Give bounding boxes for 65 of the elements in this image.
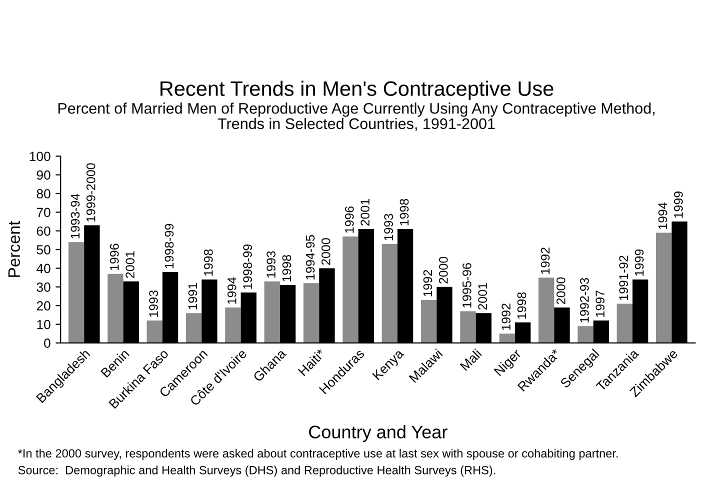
annotation: 1998: [517, 292, 526, 319]
annotation: 1992: [423, 270, 432, 296]
text: *In the 2000 survey, respondents were asked about contraceptive use at last sex with spouse or cohabiting partner.: [18, 448, 618, 460]
chart-subtitle: Percent of Married Men of Reproductive Age Currently Using Any Contraceptive Method, Trends in Selected Countries, 1991-2001: [58, 102, 654, 131]
annotation: 1999: [674, 192, 683, 218]
y-tick-label: 70: [36, 208, 50, 218]
source-note: Source: Demographic and Health Surveys (DHS) and Reproductive Health Surveys (RHS).: [18, 466, 496, 477]
annotation: 2001: [478, 283, 488, 310]
annotation: 1999-2000: [86, 163, 96, 222]
y-tick-label: 40: [36, 264, 50, 274]
y-tick-label: 10: [37, 320, 50, 330]
annotation: 1998: [400, 198, 409, 226]
annotation: 1991: [188, 283, 198, 310]
annotation: 2001: [360, 199, 370, 226]
bar: [225, 307, 241, 343]
bar: [146, 320, 162, 343]
chart-title: Recent Trends in Men's Contraceptive Use: [160, 80, 554, 100]
y-tick-label: 30: [36, 282, 50, 292]
annotation: 1993: [384, 214, 393, 240]
bar: [420, 300, 437, 343]
annotation: 1998-99: [164, 224, 174, 268]
bar: [342, 236, 358, 343]
y-tick-label: 90: [36, 170, 50, 180]
annotation: 2000: [438, 256, 448, 284]
bar: [68, 242, 84, 343]
bar: [460, 311, 476, 343]
x-axis-title: Country and Year: [309, 425, 448, 442]
bar: [578, 326, 594, 343]
annotation: 2001: [126, 251, 134, 278]
annotation: 1995-96: [462, 263, 472, 308]
bar: [616, 304, 632, 343]
bar: [382, 244, 398, 343]
y-tick-label: 60: [36, 226, 50, 236]
y-tick-label: 0: [44, 338, 50, 348]
y-tick-label: 100: [30, 152, 50, 162]
annotation: 1994: [227, 277, 236, 304]
annotation: 1992: [502, 304, 511, 330]
annotation: 1996: [110, 244, 119, 270]
bar: [656, 232, 672, 343]
annotation: 1994: [658, 202, 668, 230]
annotation: 1996: [344, 206, 354, 233]
annotation: 2000: [556, 277, 566, 304]
annotation: 1998: [204, 249, 213, 276]
annotation: 1991-92: [619, 256, 628, 300]
bar: [264, 281, 280, 343]
annotation: 2000: [321, 238, 330, 265]
y-tick-label: 20: [36, 301, 50, 311]
annotation: 1993: [149, 290, 158, 317]
annotation: 1992: [540, 248, 550, 274]
y-axis-title: Percent: [8, 220, 20, 277]
annotation: 1997: [596, 290, 605, 317]
bar: [538, 278, 554, 343]
annotation: 1999: [634, 249, 644, 276]
annotation: 1998-99: [243, 244, 252, 289]
annotation: 1993-94: [70, 194, 80, 238]
annotation: 1993: [266, 251, 276, 278]
bar: [303, 283, 320, 343]
bar: [108, 274, 124, 343]
y-tick-label: 80: [36, 189, 50, 198]
annotation: 1992-93: [580, 278, 589, 322]
annotation: 1998: [282, 255, 292, 282]
bar: [499, 334, 515, 343]
y-tick-label: 50: [36, 245, 50, 254]
bar: [186, 313, 202, 343]
annotation: 1994-95: [306, 235, 315, 280]
